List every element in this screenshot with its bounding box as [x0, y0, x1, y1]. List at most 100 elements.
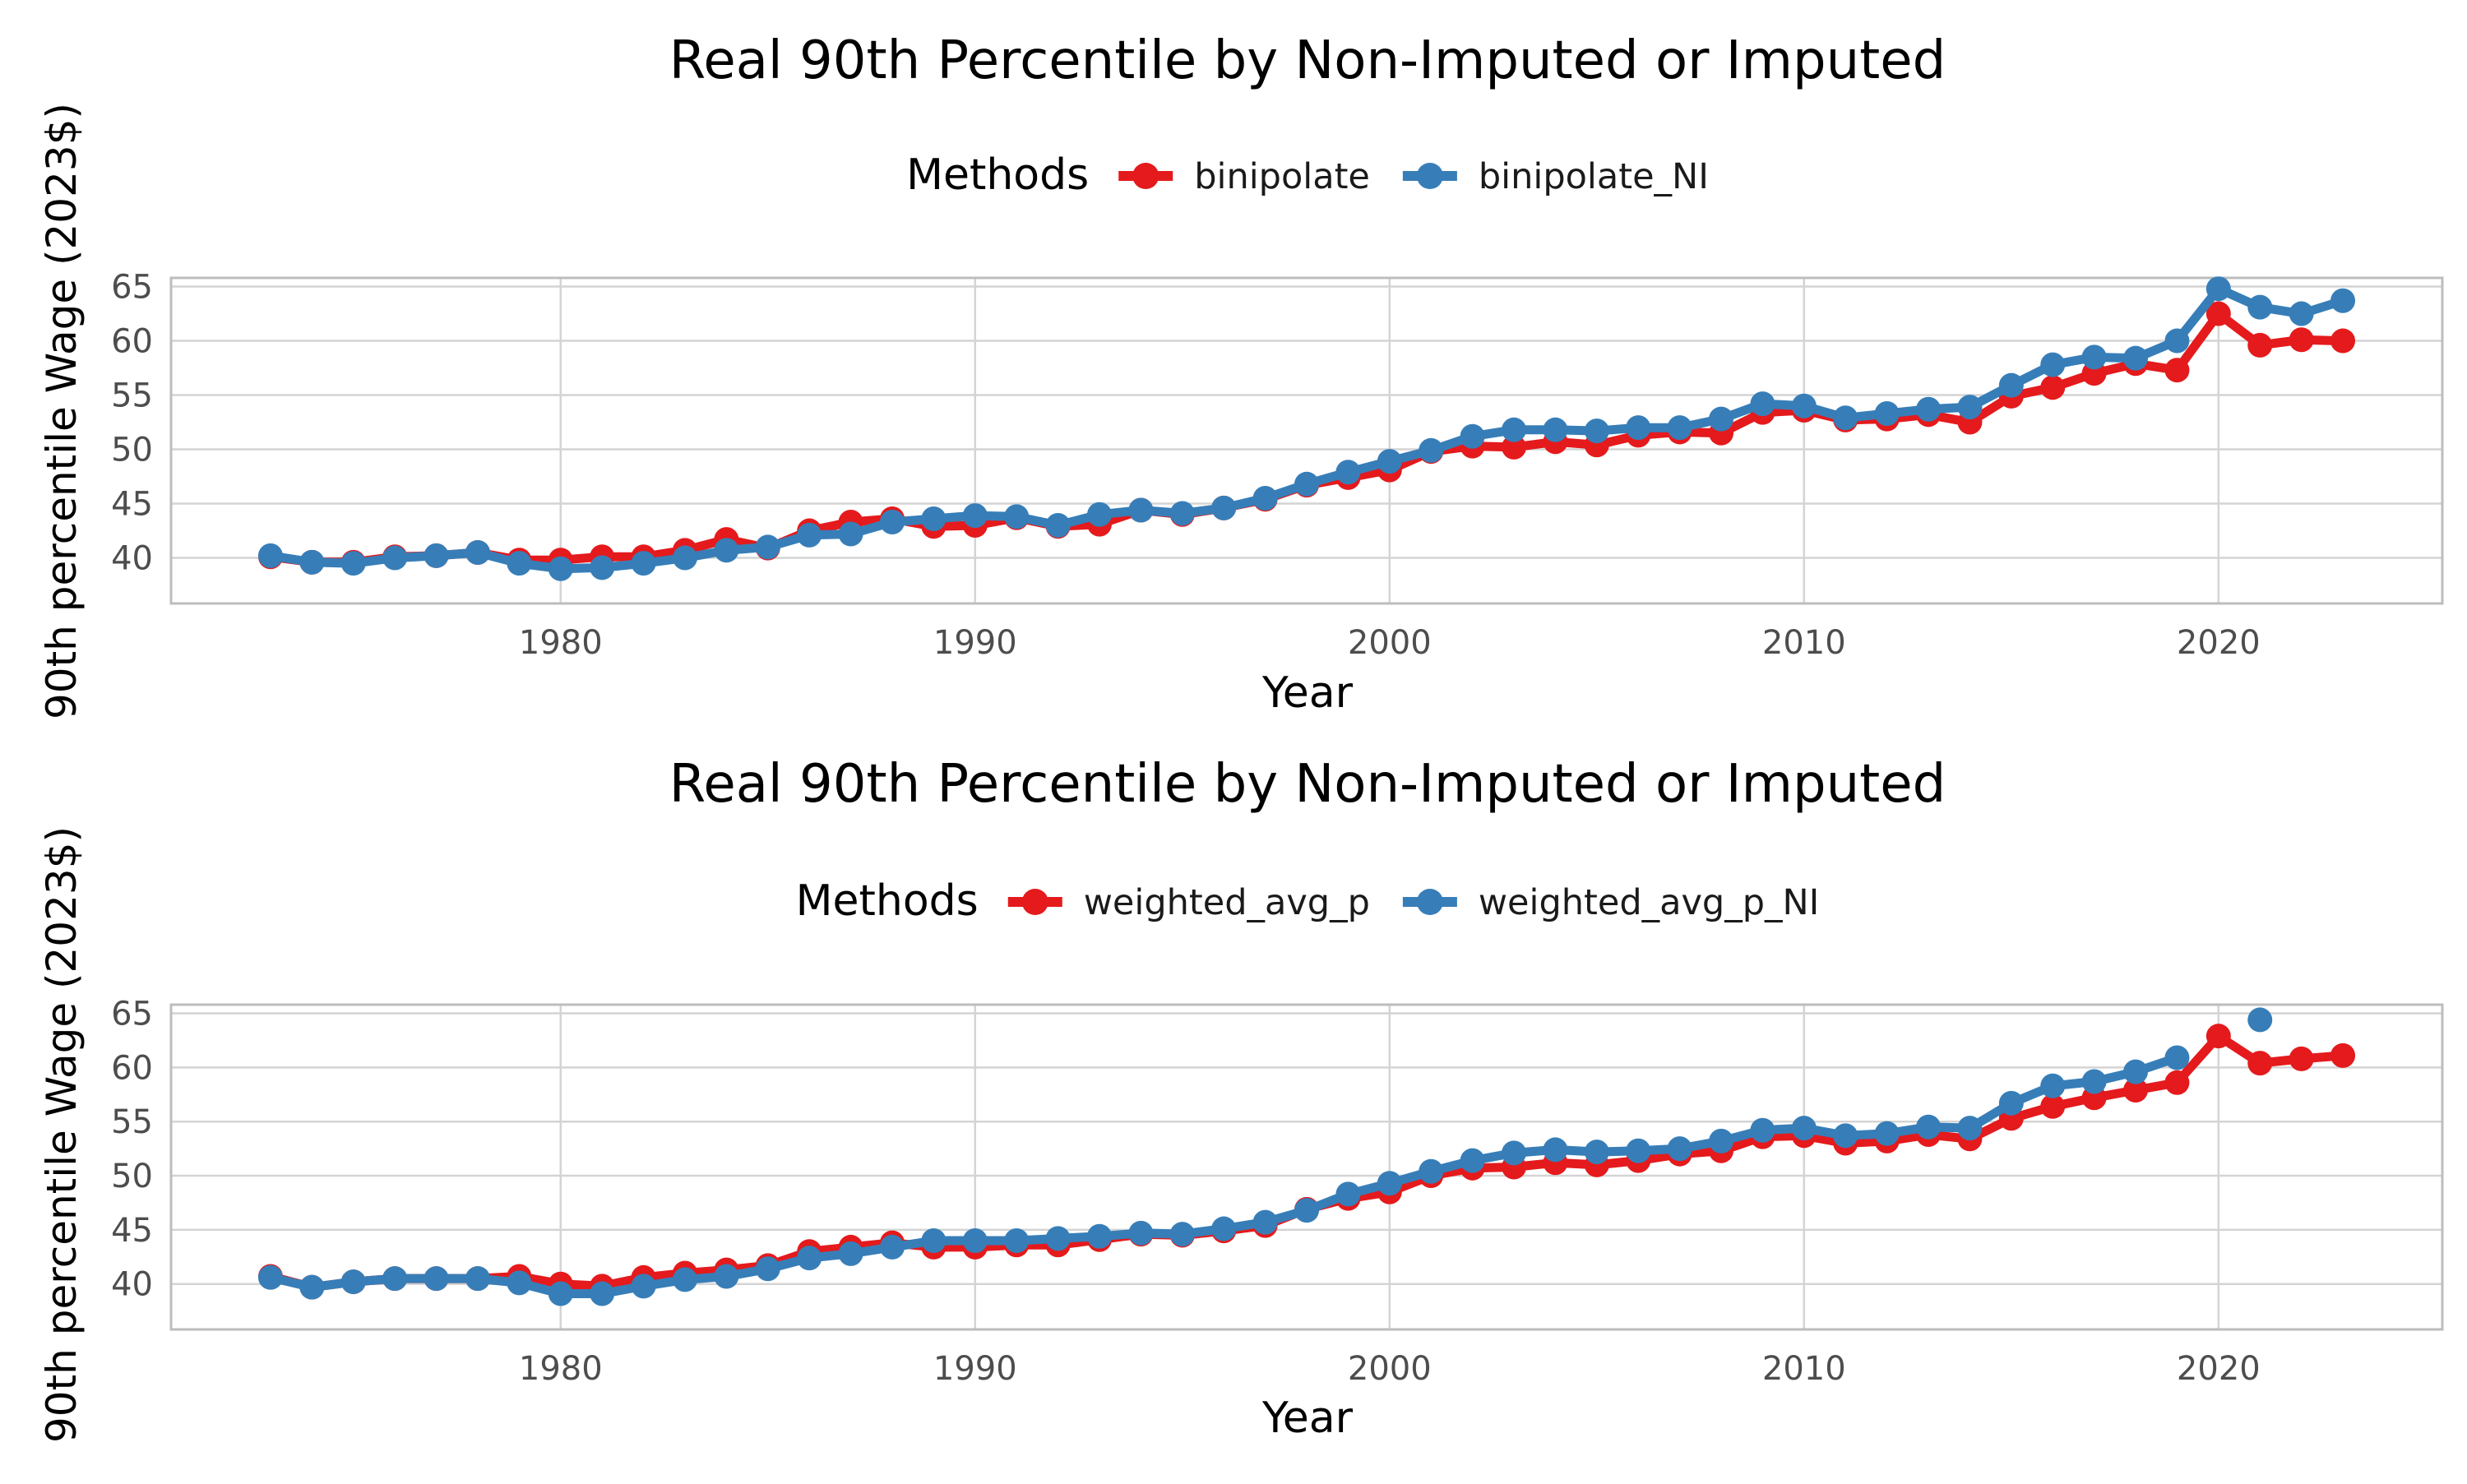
- series-weighted_avg_p_NI: [257, 1007, 2273, 1306]
- data-point-weighted_avg_p_NI: [1004, 1228, 1030, 1254]
- data-point-binipolate_NI: [1460, 423, 1485, 449]
- data-point-binipolate_NI: [507, 551, 532, 576]
- data-point-binipolate_NI: [1750, 391, 1775, 417]
- legend-item-binipolate_NI: binipolate_NI: [1402, 156, 1709, 197]
- y-axis-label: 90th percentile Wage (2023$): [38, 103, 86, 719]
- legend-label-binipolate: binipolate: [1194, 156, 1370, 197]
- data-point-weighted_avg_p_NI: [299, 1274, 325, 1300]
- data-point-weighted_avg_p_NI: [1502, 1140, 1527, 1166]
- data-point-weighted_avg_p: [2205, 1024, 2231, 1049]
- data-point-weighted_avg_p_NI: [257, 1264, 283, 1290]
- data-point-binipolate_NI: [1957, 395, 1983, 420]
- data-point-binipolate_NI: [1335, 460, 1361, 485]
- data-point-weighted_avg_p_NI: [1709, 1128, 1734, 1153]
- plot-border: [169, 276, 2444, 605]
- data-point-binipolate_NI: [1502, 417, 1527, 442]
- legend: Methods binipolate binipolate_NI: [906, 150, 1709, 200]
- data-point-binipolate_NI: [1419, 437, 1444, 463]
- data-point-binipolate_NI: [838, 521, 863, 547]
- data-point-binipolate_NI: [1791, 393, 1817, 418]
- legend-marker-weighted_avg_p: [1021, 889, 1048, 915]
- data-point-binipolate_NI: [1626, 415, 1651, 441]
- data-point-weighted_avg_p_NI: [1169, 1222, 1195, 1247]
- data-point-binipolate_NI: [2205, 276, 2231, 302]
- data-point-binipolate_NI: [1211, 495, 1237, 520]
- chart-panel-bottom: Real 90th Percentile by Non-Imputed or I…: [111, 754, 2444, 1443]
- legend-label-binipolate_NI: binipolate_NI: [1479, 156, 1709, 197]
- data-point-weighted_avg_p_NI: [1460, 1148, 1485, 1173]
- legend-marker-weighted_avg_p_NI: [1416, 889, 1443, 915]
- data-point-binipolate_NI: [1086, 502, 1112, 527]
- data-point-weighted_avg_p_NI: [382, 1266, 408, 1292]
- data-point-binipolate_NI: [1584, 418, 1609, 444]
- data-point-weighted_avg_p_NI: [1957, 1116, 1983, 1141]
- data-point-binipolate_NI: [2289, 301, 2314, 326]
- legend-label-weighted_avg_p_NI: weighted_avg_p_NI: [1479, 882, 1819, 923]
- data-point-binipolate_NI: [921, 506, 947, 532]
- data-point-binipolate_NI: [1874, 401, 1900, 426]
- data-point-weighted_avg_p_NI: [1584, 1140, 1609, 1165]
- data-point-weighted_avg_p_NI: [1377, 1171, 1402, 1196]
- data-point-binipolate_NI: [631, 551, 656, 576]
- data-point-binipolate_NI: [1377, 449, 1402, 474]
- data-point-binipolate_NI: [755, 534, 780, 560]
- data-point-binipolate_NI: [2247, 294, 2273, 320]
- data-point-binipolate_NI: [714, 538, 739, 563]
- data-point-weighted_avg_p_NI: [2164, 1045, 2190, 1070]
- x-tick-label: 2010: [1762, 1350, 1846, 1388]
- data-point-weighted_avg_p_NI: [1086, 1223, 1112, 1249]
- data-point-binipolate_NI: [1169, 501, 1195, 526]
- chart-title: Real 90th Percentile by Non-Imputed or I…: [669, 754, 1946, 815]
- data-point-binipolate_NI: [465, 539, 490, 565]
- data-point-binipolate_NI: [879, 510, 905, 534]
- y-tick-label: 50: [111, 432, 153, 469]
- data-point-weighted_avg_p_NI: [921, 1228, 947, 1254]
- chart-title: Real 90th Percentile by Non-Imputed or I…: [669, 30, 1946, 91]
- data-point-weighted_avg_p_NI: [1874, 1121, 1900, 1146]
- data-point-binipolate_NI: [2040, 352, 2066, 377]
- data-point-weighted_avg_p_NI: [1128, 1220, 1154, 1246]
- data-point-weighted_avg_p_NI: [1998, 1090, 2024, 1116]
- data-point-binipolate_NI: [1667, 415, 1692, 441]
- x-tick-label: 1980: [519, 624, 603, 662]
- data-point-binipolate_NI: [672, 545, 697, 571]
- data-point-weighted_avg_p_NI: [1211, 1216, 1237, 1241]
- data-point-weighted_avg_p_NI: [1833, 1123, 1858, 1149]
- data-point-weighted_avg_p_NI: [2040, 1073, 2066, 1098]
- legend-marker-binipolate_NI: [1416, 163, 1443, 189]
- data-point-binipolate_NI: [382, 545, 408, 571]
- series-binipolate_NI: [257, 276, 2356, 581]
- data-point-binipolate_NI: [1294, 471, 1319, 497]
- data-point-binipolate_NI: [2123, 345, 2149, 371]
- data-point-weighted_avg_p_NI: [1252, 1209, 1278, 1235]
- legend-item-binipolate: binipolate: [1118, 156, 1370, 197]
- data-point-binipolate: [2247, 332, 2273, 358]
- x-tick-label: 2000: [1348, 1350, 1432, 1388]
- y-tick-label: 45: [111, 486, 153, 524]
- data-point-binipolate_NI: [1709, 406, 1734, 432]
- data-point-binipolate_NI: [590, 555, 615, 580]
- data-point-weighted_avg_p_NI: [465, 1266, 490, 1292]
- data-point-weighted_avg_p: [2040, 1093, 2066, 1119]
- data-point-binipolate: [2205, 301, 2231, 326]
- data-point-weighted_avg_p_NI: [797, 1246, 822, 1271]
- data-point-weighted_avg_p_NI: [631, 1274, 656, 1299]
- y-tick-label: 60: [111, 1049, 153, 1087]
- chart-panel-top: Real 90th Percentile by Non-Imputed or I…: [111, 30, 2444, 718]
- data-point-binipolate: [2164, 358, 2190, 383]
- data-point-weighted_avg_p: [2123, 1078, 2149, 1103]
- data-point-weighted_avg_p: [2164, 1070, 2190, 1095]
- y-tick-label: 45: [111, 1212, 153, 1250]
- data-point-weighted_avg_p: [2330, 1042, 2356, 1068]
- data-point-weighted_avg_p_NI: [672, 1267, 697, 1292]
- x-axis-label: Year: [1261, 1394, 1354, 1443]
- data-point-weighted_avg_p_NI: [1791, 1116, 1817, 1141]
- data-point-binipolate: [2289, 327, 2314, 353]
- data-point-weighted_avg_p_NI: [424, 1266, 449, 1292]
- legend-title: Methods: [796, 876, 979, 926]
- y-tick-label: 40: [111, 540, 153, 578]
- data-point-binipolate_NI: [2164, 328, 2190, 354]
- data-point-weighted_avg_p_NI: [2123, 1059, 2149, 1084]
- data-point-binipolate_NI: [1998, 372, 2024, 398]
